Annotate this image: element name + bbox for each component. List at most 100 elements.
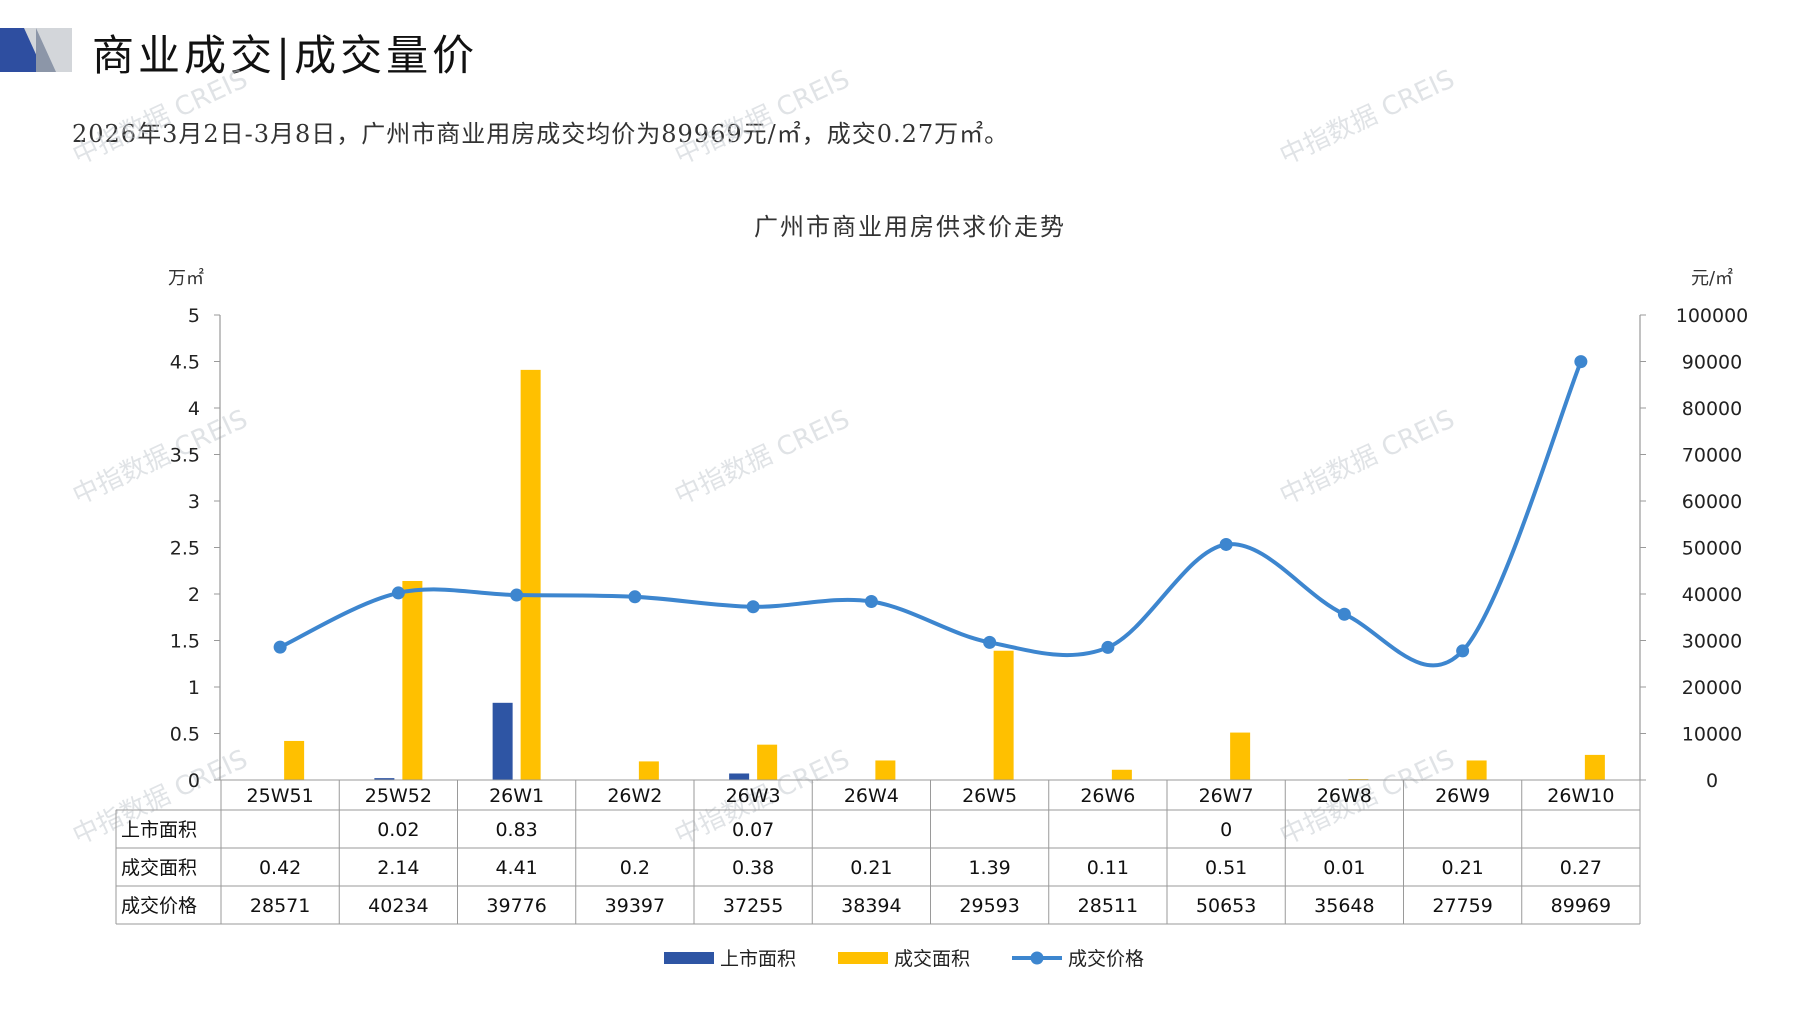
right-tick-label: 20000 bbox=[1682, 677, 1742, 699]
left-tick-label: 0.5 bbox=[170, 724, 200, 746]
data-label: 38394 bbox=[841, 895, 901, 917]
data-label: 0.51 bbox=[1205, 857, 1247, 879]
price-point bbox=[1337, 607, 1351, 621]
supply-area-bar bbox=[729, 773, 750, 780]
logo-mid-block bbox=[36, 28, 56, 72]
category-label: 26W10 bbox=[1547, 785, 1614, 807]
left-tick-label: 0 bbox=[188, 770, 200, 792]
data-label: 29593 bbox=[959, 895, 1019, 917]
table-row-header: 成交价格 bbox=[121, 895, 197, 917]
data-label: 0.42 bbox=[259, 857, 301, 879]
data-label: 40234 bbox=[368, 895, 428, 917]
price-point bbox=[510, 588, 524, 602]
data-label: 1.39 bbox=[968, 857, 1010, 879]
data-label: 0.21 bbox=[1441, 857, 1483, 879]
deal-area-bar bbox=[520, 369, 541, 780]
watermark-text: 中指数据 CREIS bbox=[68, 404, 252, 511]
category-label: 26W9 bbox=[1435, 785, 1490, 807]
price-line bbox=[279, 360, 1583, 668]
data-label: 28571 bbox=[250, 895, 310, 917]
deal-area-bar bbox=[284, 740, 305, 780]
legend-label: 成交面积 bbox=[894, 948, 970, 970]
data-label: 0.07 bbox=[732, 819, 774, 841]
right-tick-label: 90000 bbox=[1682, 352, 1742, 374]
left-tick-label: 3.5 bbox=[170, 445, 200, 467]
right-tick-label: 80000 bbox=[1682, 398, 1742, 420]
legend-label: 上市面积 bbox=[720, 948, 796, 970]
category-label: 26W5 bbox=[962, 785, 1017, 807]
legend-swatch-price-point bbox=[1030, 951, 1044, 965]
category-label: 26W2 bbox=[607, 785, 662, 807]
watermark-text: 中指数据 CREIS bbox=[670, 64, 854, 171]
left-tick-label: 1 bbox=[188, 677, 200, 699]
category-label: 26W6 bbox=[1080, 785, 1135, 807]
left-tick-label: 5 bbox=[188, 305, 200, 327]
category-label: 25W51 bbox=[247, 785, 314, 807]
right-tick-label: 70000 bbox=[1682, 445, 1742, 467]
price-point bbox=[746, 600, 760, 614]
right-tick-label: 10000 bbox=[1682, 724, 1742, 746]
legend-swatch-supply bbox=[664, 952, 714, 964]
header-logo bbox=[0, 28, 72, 72]
price-point bbox=[983, 635, 997, 649]
summary-text: 2026年3月2日-3月8日，广州市商业用房成交均价为89969元/㎡，成交0.… bbox=[72, 120, 1010, 148]
category-label: 25W52 bbox=[365, 785, 432, 807]
right-tick-label: 60000 bbox=[1682, 491, 1742, 513]
data-label: 2.14 bbox=[377, 857, 419, 879]
price-point bbox=[1456, 644, 1470, 658]
data-label: 0.21 bbox=[850, 857, 892, 879]
data-label: 0.01 bbox=[1323, 857, 1365, 879]
left-tick-label: 3 bbox=[188, 491, 200, 513]
data-label: 0.02 bbox=[377, 819, 419, 841]
legend-label: 成交价格 bbox=[1068, 948, 1144, 970]
deal-area-bar bbox=[1111, 769, 1132, 780]
supply-area-bar bbox=[492, 702, 513, 780]
left-tick-label: 1.5 bbox=[170, 631, 200, 653]
page-title: 商业成交|成交量价 bbox=[92, 31, 479, 80]
left-tick-label: 4 bbox=[188, 398, 200, 420]
data-label: 35648 bbox=[1314, 895, 1374, 917]
data-label: 28511 bbox=[1078, 895, 1138, 917]
table-row-header: 上市面积 bbox=[121, 819, 197, 841]
data-label: 39397 bbox=[605, 895, 665, 917]
deal-area-bar bbox=[638, 761, 659, 780]
legend-swatch-deal-area bbox=[838, 952, 888, 964]
price-point bbox=[1219, 537, 1233, 551]
category-label: 26W7 bbox=[1199, 785, 1254, 807]
data-label: 89969 bbox=[1551, 895, 1611, 917]
category-label: 26W8 bbox=[1317, 785, 1372, 807]
left-tick-label: 2.5 bbox=[170, 538, 200, 560]
watermark-text: 中指数据 CREIS bbox=[1275, 404, 1459, 511]
data-label: 27759 bbox=[1432, 895, 1492, 917]
price-point bbox=[1574, 355, 1588, 369]
data-label: 39776 bbox=[486, 895, 546, 917]
deal-area-bar bbox=[1230, 732, 1251, 780]
data-label: 0.83 bbox=[495, 819, 537, 841]
data-label: 0.27 bbox=[1560, 857, 1602, 879]
price-point bbox=[628, 590, 642, 604]
data-label: 0.11 bbox=[1087, 857, 1129, 879]
chart-title: 广州市商业用房供求价走势 bbox=[754, 213, 1066, 241]
right-axis-unit: 元/㎡ bbox=[1691, 267, 1733, 289]
price-point bbox=[273, 640, 287, 654]
table-row-header: 成交面积 bbox=[121, 857, 197, 879]
deal-area-bar bbox=[402, 580, 423, 780]
category-label: 26W4 bbox=[844, 785, 899, 807]
deal-area-bar bbox=[757, 744, 778, 780]
deal-area-bar bbox=[875, 760, 896, 780]
watermark-text: 中指数据 CREIS bbox=[670, 404, 854, 511]
watermark-text: 中指数据 CREIS bbox=[68, 64, 252, 171]
deal-area-bar bbox=[993, 650, 1014, 780]
price-point bbox=[391, 586, 405, 600]
supply-area-bar bbox=[374, 778, 395, 780]
data-label: 50653 bbox=[1196, 895, 1256, 917]
price-point bbox=[864, 594, 878, 608]
watermark-text: 中指数据 CREIS bbox=[1275, 64, 1459, 171]
left-tick-label: 4.5 bbox=[170, 352, 200, 374]
data-label: 0 bbox=[1220, 819, 1232, 841]
data-label: 4.41 bbox=[495, 857, 537, 879]
right-tick-label: 40000 bbox=[1682, 584, 1742, 606]
price-point bbox=[1101, 640, 1115, 654]
logo-dark-block bbox=[0, 28, 36, 72]
